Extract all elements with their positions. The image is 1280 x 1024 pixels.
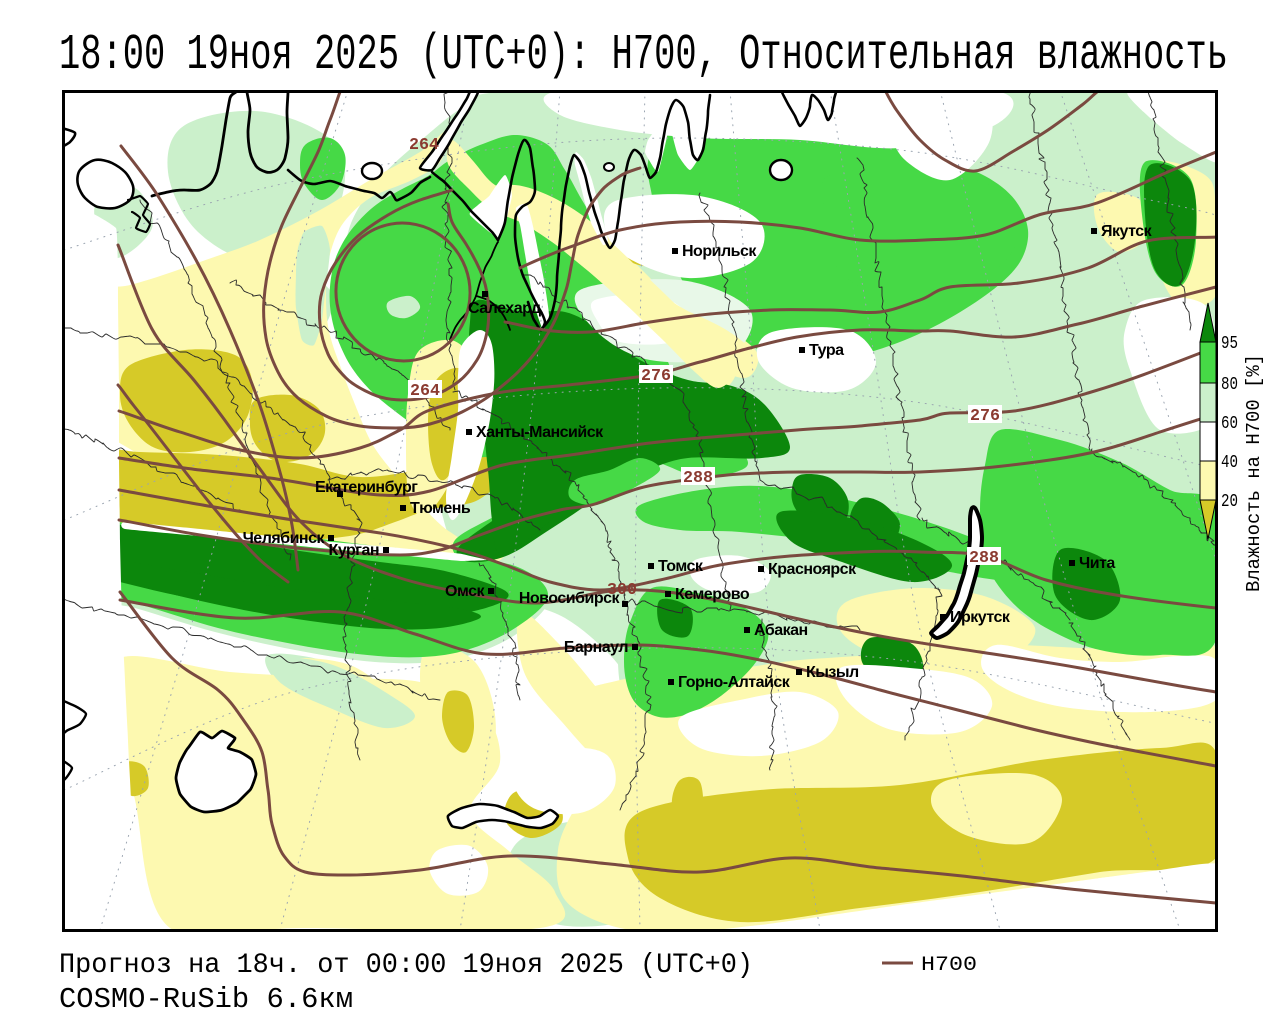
- svg-text:288: 288: [969, 549, 999, 568]
- svg-text:80: 80: [1221, 375, 1238, 395]
- svg-text:Омск: Омск: [445, 583, 485, 600]
- svg-text:Новосибирск: Новосибирск: [519, 590, 621, 607]
- svg-text:Норильск: Норильск: [682, 243, 757, 260]
- svg-text:Курган: Курган: [329, 542, 379, 559]
- svg-text:H700: H700: [921, 954, 977, 977]
- svg-text:Абакан: Абакан: [754, 622, 808, 639]
- svg-text:300: 300: [607, 581, 637, 600]
- svg-text:Ханты-Мансийск: Ханты-Мансийск: [476, 424, 604, 441]
- svg-text:18:00 19ноя 2025 (UTC+0): H700: 18:00 19ноя 2025 (UTC+0): H700, Относите…: [59, 27, 1228, 84]
- svg-text:Барнаул: Барнаул: [564, 639, 628, 656]
- svg-text:20: 20: [1221, 492, 1238, 512]
- svg-text:Влажность на H700 [%]: Влажность на H700 [%]: [1243, 354, 1265, 592]
- svg-text:Горно-Алтайск: Горно-Алтайск: [678, 674, 791, 691]
- svg-text:COSMO-RuSib 6.6км: COSMO-RuSib 6.6км: [59, 983, 353, 1016]
- svg-text:Кемерово: Кемерово: [675, 586, 750, 603]
- svg-text:Иркутск: Иркутск: [950, 609, 1011, 626]
- svg-text:Челябинск: Челябинск: [243, 530, 326, 547]
- svg-text:Кызыл: Кызыл: [806, 664, 859, 681]
- svg-text:276: 276: [970, 407, 1000, 426]
- svg-text:Якутск: Якутск: [1101, 223, 1153, 240]
- svg-text:264: 264: [409, 136, 439, 155]
- svg-text:95: 95: [1221, 334, 1238, 354]
- svg-text:288: 288: [683, 469, 713, 488]
- svg-text:276: 276: [641, 367, 671, 386]
- svg-text:Томск: Томск: [658, 558, 704, 575]
- svg-text:264: 264: [410, 382, 440, 401]
- svg-text:Салехард: Салехард: [468, 300, 541, 317]
- svg-text:Чита: Чита: [1079, 555, 1115, 572]
- svg-text:Тура: Тура: [809, 342, 844, 359]
- svg-text:40: 40: [1221, 453, 1238, 473]
- svg-text:Прогноз на 18ч. от 00:00 19ноя: Прогноз на 18ч. от 00:00 19ноя 2025 (UTC…: [59, 950, 753, 981]
- svg-text:Красноярск: Красноярск: [768, 561, 857, 578]
- svg-text:Тюмень: Тюмень: [410, 500, 471, 517]
- svg-text:Екатеринбург: Екатеринбург: [315, 479, 418, 496]
- svg-text:60: 60: [1221, 414, 1238, 434]
